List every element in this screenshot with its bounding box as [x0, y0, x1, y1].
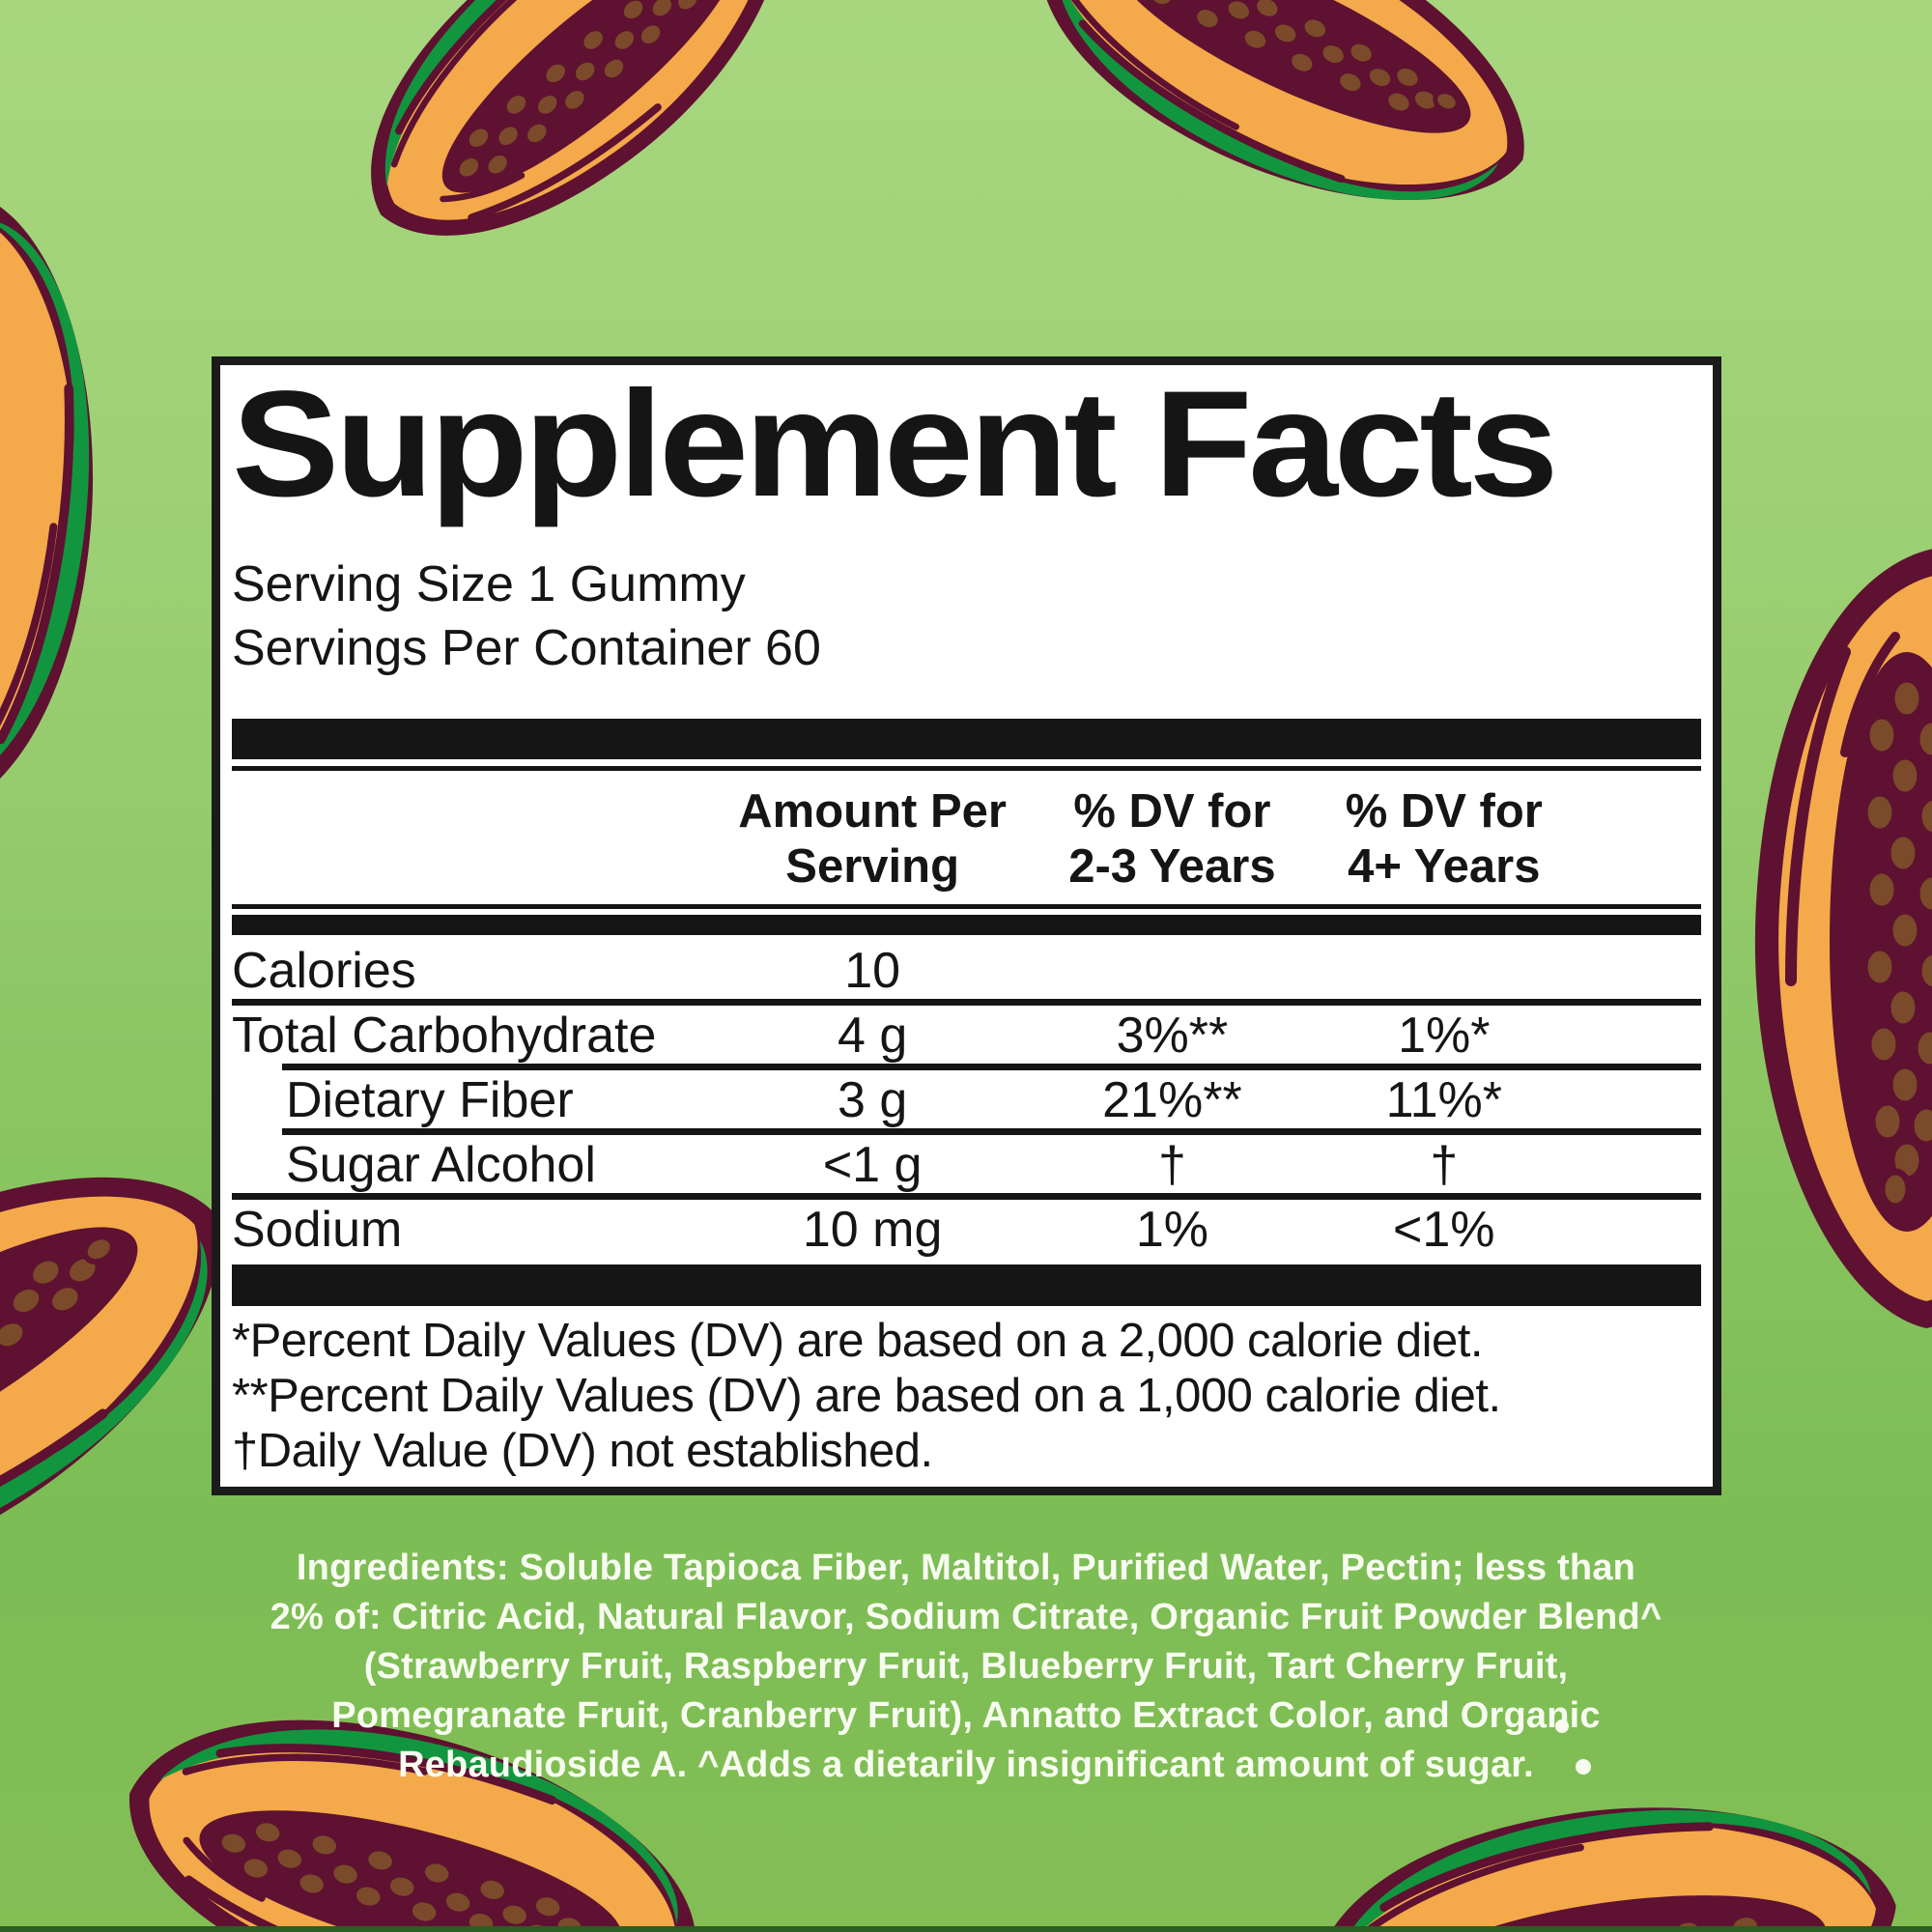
header-dv-4plus-years: % DV for 4+ Years [1316, 784, 1572, 895]
table-cell-amt: 10 mg [802, 1202, 943, 1258]
table-cell-amt: 4 g [837, 1008, 908, 1064]
papaya-top-center [310, 0, 846, 306]
table-rows: Calories 10 Total Carbohydrate 4 g 3%** 1%* Di… [232, 941, 1701, 1264]
thin-rule [232, 766, 1701, 771]
header-amount-line2: Serving [785, 840, 959, 893]
table-cell-name: Total Carbohydrate [232, 1008, 657, 1064]
papaya-left-sliver [0, 182, 119, 828]
header-amount-line1: Amount Per [738, 785, 1007, 838]
table-cell-dv: <1% [1393, 1202, 1495, 1258]
papaya-right-middle [1755, 548, 1932, 1328]
thick-rule-header [232, 915, 1701, 935]
table-row: Sugar Alcohol <1 g † † [232, 1135, 1701, 1200]
serving-size: Serving Size 1 Gummy [232, 556, 746, 612]
table-cell-dv [1028, 941, 1316, 1006]
table-cell-dv: 1% [1135, 1202, 1208, 1258]
supplement-facts-panel: Supplement Facts Serving Size 1 Gummy Se… [212, 356, 1721, 1495]
table-cell-dv: † [1157, 1137, 1186, 1193]
table-row: Calories 10 [232, 941, 1701, 1006]
servings-per-container: Servings Per Container 60 [232, 620, 821, 676]
header-dv23-line2: 2-3 Years [1068, 840, 1276, 893]
table-cell-dv: 11%* [1385, 1072, 1503, 1128]
panel-title: Supplement Facts [232, 360, 1558, 528]
table-cell-dv: 1%* [1398, 1008, 1491, 1064]
thin-rule [232, 904, 1701, 909]
header-dv-2-3-years: % DV for 2-3 Years [1028, 784, 1316, 895]
footnotes: *Percent Daily Values (DV) are based on … [232, 1315, 1501, 1477]
sparkle-dot [1555, 1719, 1569, 1733]
papaya-top-right [993, 0, 1571, 271]
table-cell-name: Sugar Alcohol [286, 1137, 596, 1193]
table-cell-name: Sodium [232, 1202, 403, 1258]
bottom-edge-strip [0, 1926, 1932, 1932]
header-spacer [232, 784, 717, 895]
sparkle-dot [1576, 1759, 1591, 1775]
table-cell-dv [1316, 941, 1572, 1006]
thick-rule-top [232, 719, 1701, 759]
row-separator [232, 1193, 1701, 1200]
header-amount: Amount Per Serving [717, 784, 1028, 895]
thick-rule-bottom [232, 1264, 1701, 1306]
table-cell-dv: 21%** [1102, 1072, 1242, 1128]
table-row: Dietary Fiber 3 g 21%** 11%* [232, 1070, 1701, 1135]
header-dv4-line1: % DV for [1345, 785, 1543, 838]
table-cell-name: Calories [232, 943, 416, 999]
table-cell-amt: <1 g [822, 1137, 923, 1193]
table-cell-amt: 3 g [837, 1072, 908, 1128]
row-separator [282, 1128, 1701, 1135]
table-cell-name: Dietary Fiber [286, 1072, 574, 1128]
row-separator [282, 1064, 1701, 1070]
table-cell-dv: † [1430, 1137, 1459, 1193]
header-filler [1572, 784, 1701, 895]
table-row: Sodium 10 mg 1% <1% [232, 1200, 1701, 1264]
table-cell-dv: 3%** [1116, 1008, 1229, 1064]
header-dv4-line2: 4+ Years [1348, 840, 1541, 893]
ingredients-text: Ingredients: Soluble Tapioca Fiber, Malt… [270, 1548, 1662, 1785]
row-separator [232, 999, 1701, 1006]
table-header: Amount Per Serving % DV for 2-3 Years % … [232, 784, 1701, 904]
table-row: Total Carbohydrate 4 g 3%** 1%* [232, 1006, 1701, 1070]
papaya-bottom-right [1297, 1771, 1914, 1932]
table-cell-amt: 10 [844, 943, 901, 999]
header-dv23-line1: % DV for [1073, 785, 1271, 838]
